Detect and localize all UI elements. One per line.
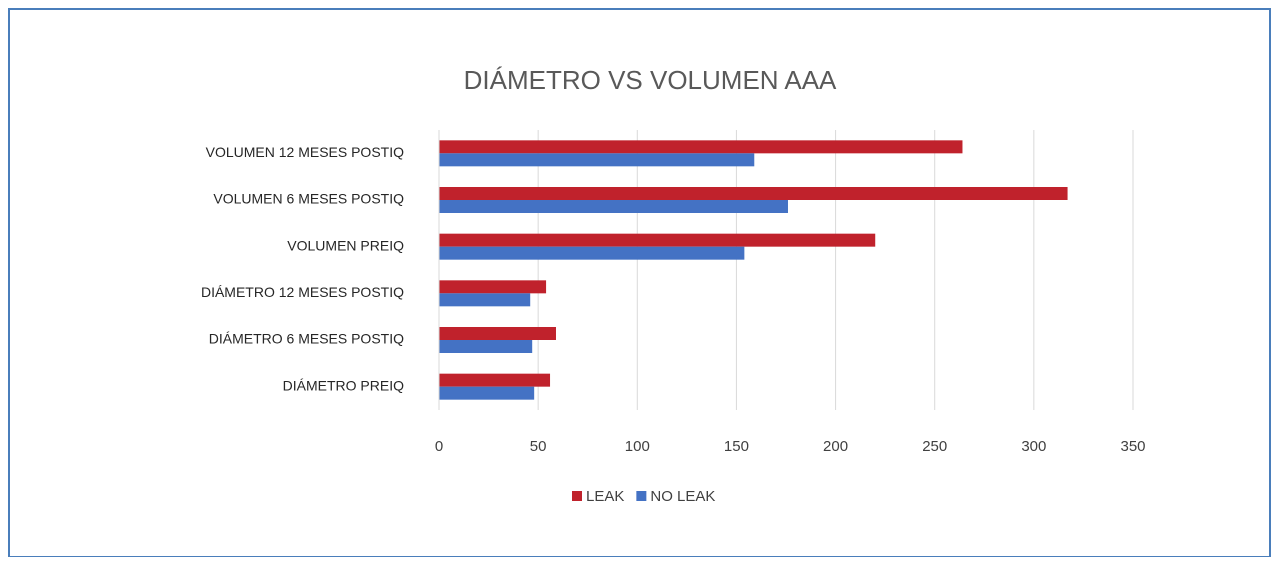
x-tick-label: 150 bbox=[724, 438, 749, 455]
x-tick-label: 100 bbox=[625, 438, 650, 455]
x-tick-label: 350 bbox=[1120, 438, 1145, 455]
y-tick-label: VOLUMEN 12 MESES POSTIQ bbox=[206, 144, 404, 160]
y-tick-label: VOLUMEN 6 MESES POSTIQ bbox=[213, 191, 404, 207]
chart-title: DIÁMETRO VS VOLUMEN AAA bbox=[464, 65, 837, 95]
y-tick-label: DIÁMETRO 12 MESES POSTIQ bbox=[201, 284, 404, 300]
y-tick-label: DIÁMETRO 6 MESES POSTIQ bbox=[209, 331, 404, 347]
bar bbox=[439, 293, 531, 307]
x-tick-label: 300 bbox=[1021, 438, 1046, 455]
x-tick-label: 250 bbox=[922, 438, 947, 455]
y-tick-label: DIÁMETRO PREIQ bbox=[283, 377, 404, 393]
legend-label: NO LEAK bbox=[650, 488, 715, 505]
bar bbox=[439, 386, 535, 400]
legend-swatch bbox=[636, 491, 647, 501]
bar bbox=[439, 327, 556, 340]
bar bbox=[439, 200, 788, 213]
bar bbox=[439, 373, 551, 387]
bar bbox=[439, 280, 547, 294]
bar bbox=[439, 153, 755, 167]
y-tick-label: VOLUMEN PREIQ bbox=[287, 237, 404, 253]
bar bbox=[439, 187, 1068, 200]
bar bbox=[439, 340, 533, 353]
frame bbox=[8, 8, 1271, 558]
x-tick-label: 0 bbox=[435, 438, 443, 455]
x-tick-label: 50 bbox=[530, 438, 547, 455]
bar bbox=[439, 233, 876, 247]
bar bbox=[439, 246, 745, 260]
legend-swatch bbox=[572, 491, 582, 501]
x-tick-label: 200 bbox=[823, 438, 848, 455]
bar bbox=[439, 140, 963, 154]
legend-label: LEAK bbox=[586, 488, 624, 505]
